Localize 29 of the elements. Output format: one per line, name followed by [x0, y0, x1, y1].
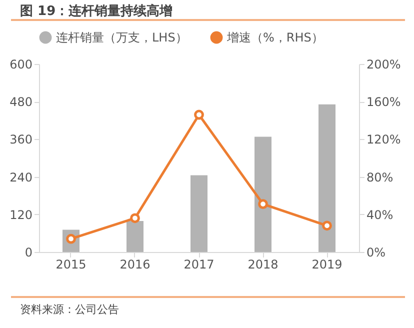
x-tick-label: 2015 — [56, 258, 86, 272]
y2-tick-label: 160% — [366, 95, 401, 110]
y-tick-label: 360 — [10, 132, 32, 147]
bar — [126, 220, 144, 252]
point — [322, 220, 332, 231]
legend-label: 连杆销量（万支，LHS） — [56, 30, 188, 45]
text: 资料来源：公司公告 — [20, 302, 119, 317]
y2-tick-label: 80% — [366, 170, 394, 184]
y-tick-label: 120 — [10, 208, 32, 222]
chart-title: 图 19：连杆销量持续高增 — [20, 2, 173, 20]
x-tick-label: 2016 — [120, 258, 150, 272]
point — [130, 213, 140, 224]
y2-tick-label: 120% — [366, 132, 401, 147]
bar — [190, 175, 208, 252]
y-tick-label: 600 — [10, 58, 32, 72]
y2-tick-label: 40% — [366, 208, 394, 222]
x-tick-label: 2019 — [312, 258, 342, 272]
legend-label: 增速（%，RHS） — [226, 30, 324, 45]
x-tick-label: 2018 — [248, 258, 278, 272]
bar — [318, 104, 336, 252]
y2-tick-label: 0% — [366, 246, 386, 260]
y-tick-label: 480 — [10, 95, 32, 110]
y2-tick-label: 200% — [366, 58, 401, 72]
x-tick-label: 2017 — [184, 258, 214, 272]
y-tick-label: 240 — [10, 170, 32, 184]
point — [194, 110, 204, 120]
y-tick-label: 0 — [24, 246, 32, 260]
point — [258, 199, 268, 210]
bar — [254, 136, 272, 252]
